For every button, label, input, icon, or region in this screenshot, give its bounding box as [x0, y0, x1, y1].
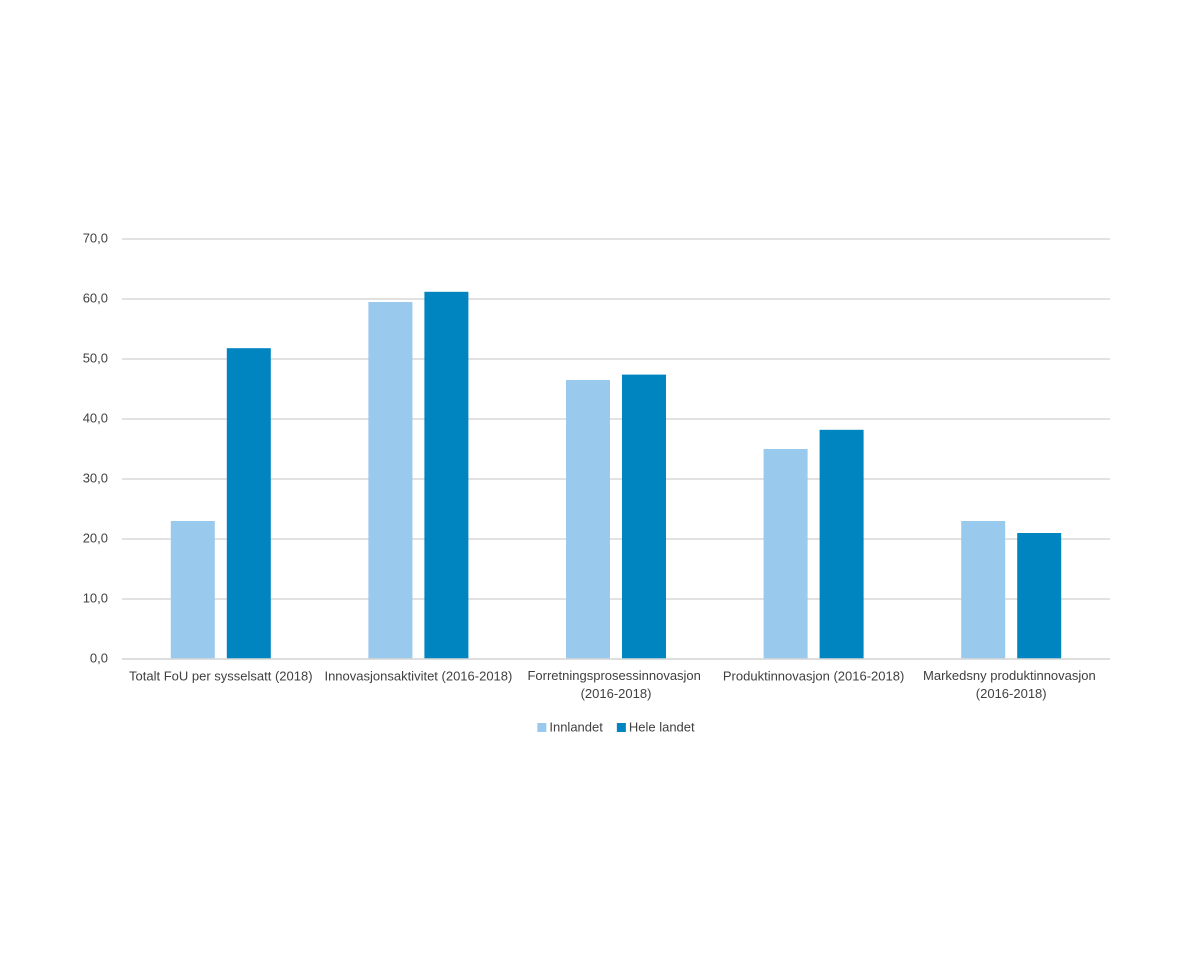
bar: [424, 291, 469, 659]
bar: [763, 449, 808, 659]
y-tick-label: 70,0: [83, 230, 108, 245]
label-line: (2016-2018): [976, 686, 1047, 701]
legend-swatch: [537, 723, 547, 732]
bar: [226, 348, 271, 659]
x-tick-label: Forretningsprosessinnovasjon (2016-2018): [527, 668, 704, 701]
bar: [622, 374, 666, 659]
label-line: (2016-2018): [581, 686, 652, 701]
y-tick-label: 0,0: [90, 650, 108, 665]
x-tick-label: Markedsny produktinnovasjon (2016-2018): [923, 668, 1099, 701]
x-tick-label: Produktinnovasjon (2016-2018): [723, 668, 904, 683]
bar: [961, 521, 1006, 659]
y-tick-label: 50,0: [83, 350, 108, 365]
y-tick-label: 20,0: [83, 530, 108, 545]
x-tick-label: Innovasjonsaktivitet (2016-2018): [324, 668, 512, 683]
y-tick-label: 60,0: [83, 290, 108, 305]
y-tick-label: 10,0: [83, 590, 108, 605]
y-tick-label: 30,0: [83, 470, 108, 485]
y-tick-label: 40,0: [83, 410, 108, 425]
bar: [368, 302, 413, 659]
x-tick-label: Totalt FoU per sysselsatt (2018): [129, 668, 313, 683]
legend: Innlandet Hele landet: [537, 719, 695, 734]
label-line: Forretningsprosessinnovasjon: [527, 668, 704, 683]
legend-label: Innlandet: [549, 719, 603, 734]
legend-label: Hele landet: [629, 719, 695, 734]
bar: [819, 429, 864, 659]
bar: [566, 380, 610, 659]
legend-swatch: [616, 723, 626, 732]
label-line: Markedsny produktinnovasjon: [923, 668, 1099, 683]
bar: [170, 521, 215, 659]
bar: [1017, 533, 1062, 659]
